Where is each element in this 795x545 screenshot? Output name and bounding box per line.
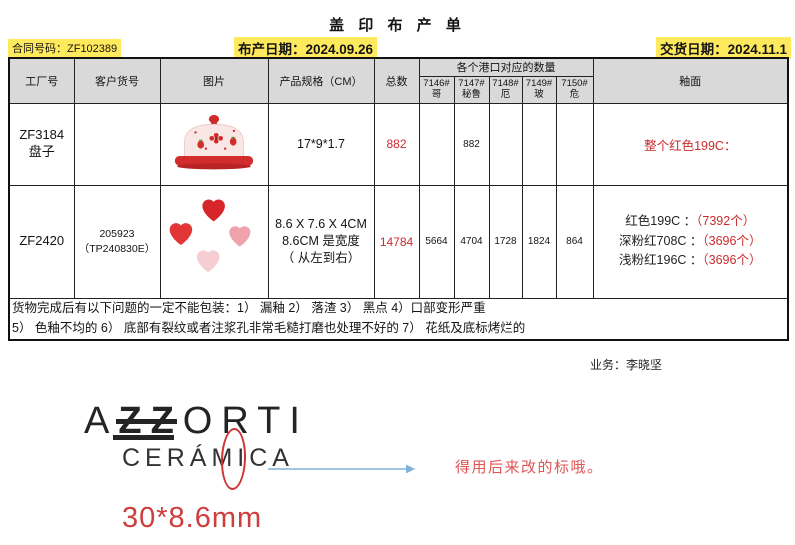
glaze-qty: （7392个）: [696, 214, 756, 229]
customer-no-cell: [73, 102, 161, 186]
logo-letters-orti: ORTI: [182, 400, 309, 442]
total-cell: 14784: [373, 184, 420, 299]
butter-dish-image: [174, 114, 254, 169]
port-code: 7150#: [561, 77, 588, 89]
glaze-cell: 红色199C ：（7392个） 深粉红708C ：（3696个） 浅粉红196C…: [592, 184, 789, 299]
ellipse-annotation: [219, 427, 248, 491]
port-qty-cell: 5664: [418, 184, 455, 299]
spec-line: （ 从左到右）: [281, 250, 361, 265]
port-region: 哥: [431, 88, 442, 100]
port-region: 玻: [534, 88, 544, 100]
glaze-color-label: 红色199C ：: [625, 214, 697, 229]
glaze-color-label: 浅粉红196C ：: [619, 253, 703, 268]
order-table: 工厂号 客户货号 图片 产品规格（CM） 总数 各个港口对应的数量 釉面 714…: [8, 57, 790, 341]
header-factory-no: 工厂号: [8, 57, 75, 104]
product-image-cell: [159, 184, 269, 299]
packaging-notes-line2: 5） 色釉不均的 6） 底部有裂纹或者注浆孔非常毛糙打磨也处理不好的 7） 花纸…: [12, 320, 526, 335]
header-port-7147: 7147# 秘鲁: [453, 75, 490, 104]
glaze-qty: （3696个）: [702, 253, 762, 268]
port-code: 7146#: [423, 77, 450, 89]
port-code: 7149#: [525, 77, 553, 89]
port-qty-cell: [488, 102, 523, 186]
header-glaze: 釉面: [592, 57, 789, 104]
port-qty-cell: 864: [555, 184, 594, 299]
glaze-line: 浅粉红196C ：（3696个）: [596, 251, 786, 270]
glaze-cell: 整个红色199C：: [592, 102, 789, 186]
port-qty-cell: 1728: [488, 184, 523, 299]
header-port-7150: 7150# 危: [555, 75, 594, 104]
port-region: 危: [569, 88, 580, 100]
port-qty-cell: [418, 102, 455, 186]
spec-line: 8.6CM 是宽度: [282, 234, 360, 249]
table-row: ZF2420 205923 （TP240830E）: [8, 184, 789, 299]
total-cell: 882: [373, 102, 420, 186]
table-row: ZF3184 盘子: [8, 102, 789, 186]
logo-zz-mark: ZZ: [113, 400, 183, 442]
ports-group-label: 各个港口对应的数量: [456, 62, 556, 75]
factory-no-cell: ZF3184 盘子: [8, 102, 75, 186]
logo-letter-a: A: [84, 400, 119, 442]
port-code: 7147#: [458, 77, 485, 89]
header-ports-group: 各个港口对应的数量: [418, 57, 594, 77]
header-port-7149: 7149# 玻: [521, 75, 557, 104]
customer-code: （TP240830E）: [78, 242, 156, 255]
product-image-cell: [159, 102, 269, 186]
spec-cell: 17*9*1.7: [267, 102, 375, 186]
size-note: 30*8.6mm: [122, 502, 263, 534]
header-port-7146: 7146# 哥: [418, 75, 455, 104]
factory-no: ZF2420: [19, 233, 65, 249]
port-qty-cell: [555, 102, 594, 186]
salesperson: 业务：李晓坚: [590, 358, 663, 372]
packaging-notes: 货物完成后有以下问题的一定不能包装：1） 漏釉 2） 落渣 3） 黑点 4）口部…: [8, 297, 789, 341]
header-image: 图片: [159, 57, 269, 104]
factory-no: ZF3184: [19, 127, 65, 143]
customer-no-cell: 205923 （TP240830E）: [73, 184, 161, 299]
production-date: 布产日期：2024.09.26: [234, 37, 378, 59]
port-qty-cell: 1824: [521, 184, 557, 299]
port-code: 7148#: [492, 77, 519, 89]
glaze-color-label: 深粉红708C ：: [619, 233, 703, 248]
spec-line: 8.6 X 7.6 X 4CM: [275, 217, 367, 232]
glaze-qty: （3696个）: [702, 233, 762, 248]
heart-bowls-image: [169, 199, 251, 273]
header-total: 总数: [373, 57, 420, 104]
annotation-note: 得用后来改的标哦。: [455, 459, 604, 476]
arrow-annotation: [268, 464, 416, 474]
factory-product-name: 盘子: [28, 144, 55, 159]
glaze-line: 红色199C ：（7392个）: [596, 212, 786, 231]
logo-subtext: CERÁMICA: [122, 444, 294, 472]
glaze-line: 深粉红708C ：（3696个）: [596, 232, 786, 251]
page-title: 盖 印 布 产 单: [329, 17, 466, 34]
port-qty-cell: [521, 102, 557, 186]
port-qty-cell: 882: [453, 102, 490, 186]
spec-line: 17*9*1.7: [297, 136, 345, 151]
factory-no-cell: ZF2420: [8, 184, 75, 299]
delivery-date: 交货日期：2024.11.1: [656, 37, 791, 59]
table-row: 货物完成后有以下问题的一定不能包装：1） 漏釉 2） 落渣 3） 黑点 4）口部…: [8, 297, 789, 341]
brand-logo: AZZORTI: [84, 402, 309, 440]
header-port-7148: 7148# 厄: [488, 75, 523, 104]
port-qty-cell: 4704: [453, 184, 490, 299]
customer-no: 205923: [99, 227, 135, 240]
contract-number: 合同号码：ZF102389: [8, 39, 122, 57]
spec-cell: 8.6 X 7.6 X 4CM 8.6CM 是宽度 （ 从左到右）: [267, 184, 375, 299]
packaging-notes-line1: 货物完成后有以下问题的一定不能包装：1） 漏釉 2） 落渣 3） 黑点 4）口部…: [12, 301, 486, 316]
header-spec: 产品规格（CM）: [267, 57, 375, 104]
port-region: 厄: [500, 88, 511, 100]
port-region: 秘鲁: [461, 88, 481, 100]
header-customer-no: 客户货号: [73, 57, 161, 104]
